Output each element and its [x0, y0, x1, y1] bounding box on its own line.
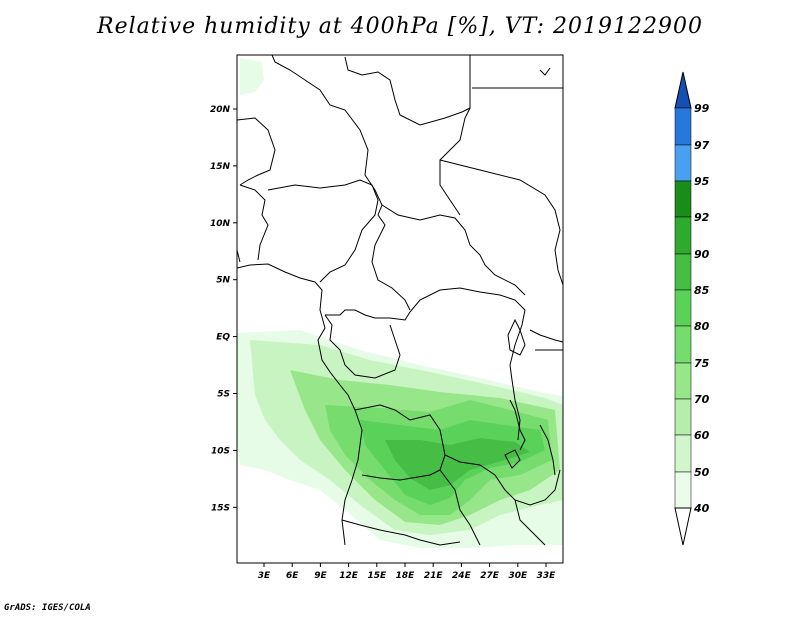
colorbar-label: 75 — [694, 357, 710, 370]
colorbar-label: 50 — [694, 466, 710, 479]
lat-label: EQ — [216, 333, 230, 343]
lon-label: 27E — [480, 571, 500, 581]
latitude-axis: 20N 15N 10N 5N EQ 5S 10S 15S — [210, 105, 237, 513]
lat-label: 5S — [217, 390, 230, 400]
colorbar-label: 99 — [694, 102, 710, 115]
colorbar-segment — [674, 289, 692, 327]
country-borders — [236, 54, 564, 546]
colorbar-label: 92 — [694, 211, 710, 224]
colorbar-label: 70 — [694, 393, 710, 406]
colorbar-segment — [674, 434, 692, 473]
lon-label: 33E — [537, 571, 557, 581]
colorbar-label: 90 — [694, 248, 710, 261]
longitude-axis: 3E 6E 9E 12E 15E 18E 21E 24E 27E 30E 33E — [258, 563, 556, 581]
lat-label: 10S — [211, 446, 230, 456]
lat-label: 15S — [211, 503, 230, 513]
credit-text: GrADS: IGES/COLA — [4, 603, 91, 613]
colorbar-segment — [674, 107, 692, 146]
map-frame — [236, 54, 564, 564]
lat-label: 20N — [210, 105, 231, 115]
lon-label: 21E — [424, 571, 444, 581]
lon-label: 12E — [339, 571, 359, 581]
colorbar-segment — [674, 325, 692, 364]
colorbar-segment — [674, 398, 692, 436]
colorbar-label: 60 — [694, 429, 710, 442]
colorbar-segment — [674, 362, 692, 400]
colorbar-segment — [674, 216, 692, 255]
colorbar-label: 95 — [694, 175, 710, 188]
colorbar: 99 97 95 92 90 85 80 75 70 60 50 40 — [674, 71, 710, 546]
lon-label: 3E — [258, 571, 271, 581]
colorbar-label: 40 — [693, 502, 710, 515]
colorbar-bottom-arrow — [674, 507, 692, 546]
lon-label: 9E — [314, 571, 327, 581]
lon-label: 18E — [396, 571, 416, 581]
colorbar-label: 97 — [694, 139, 710, 152]
lon-label: 6E — [286, 571, 299, 581]
rh-zone-90 — [385, 438, 530, 490]
lat-label: 5N — [216, 276, 230, 286]
lon-label: 24E — [452, 571, 472, 581]
lon-label: 30E — [508, 571, 528, 581]
humidity-shading — [237, 58, 563, 548]
colorbar-label: 85 — [694, 284, 710, 297]
rh-zone-40-north — [240, 58, 264, 95]
colorbar-segment — [674, 253, 692, 291]
colorbar-segment — [674, 471, 692, 509]
colorbar-segment — [674, 180, 692, 218]
colorbar-label: 80 — [694, 320, 710, 333]
colorbar-segment — [674, 144, 692, 182]
lat-label: 15N — [210, 162, 231, 172]
lon-label: 15E — [367, 571, 387, 581]
lat-label: 10N — [210, 219, 231, 229]
colorbar-top-arrow — [674, 71, 692, 109]
map-title: Relative humidity at 400hPa [%], VT: 201… — [97, 14, 703, 39]
